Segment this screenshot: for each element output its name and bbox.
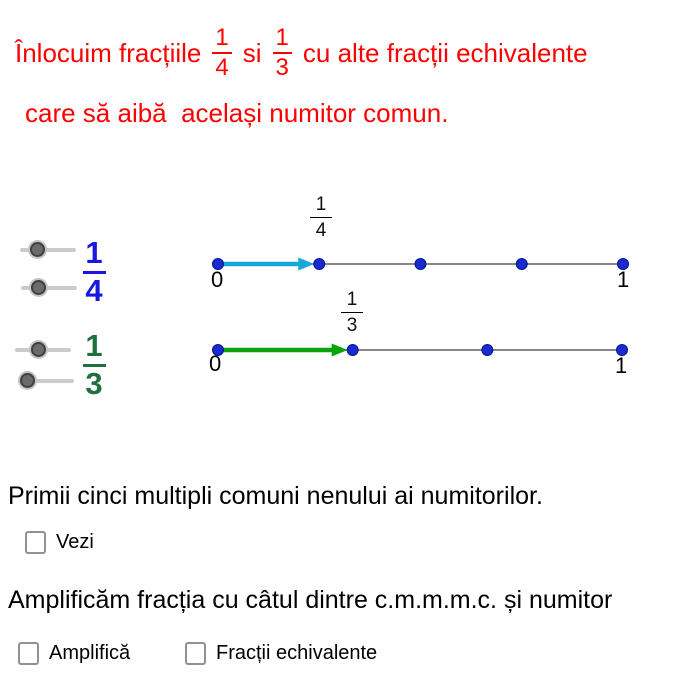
amplify-section-text: Amplificăm fracția cu câtul dintre c.m.m… xyxy=(8,586,613,614)
numberline-2-zero-label: 0 xyxy=(209,351,222,376)
slider-track[interactable] xyxy=(18,379,74,383)
title-fraction-1-4-numerator: 1 xyxy=(212,26,232,54)
fraction-1-4-denominator: 4 xyxy=(85,272,103,308)
slider-handle[interactable] xyxy=(28,240,47,259)
numberline-1-one-label: 1 xyxy=(617,267,630,292)
fraction-1-4-bar xyxy=(82,270,106,274)
fractii-echivalente-checkbox-row: Fracții echivalente xyxy=(185,642,377,665)
title-text-part1: Înlocuim fracțiile xyxy=(15,37,202,68)
fraction-1-4-numerator: 1 xyxy=(85,235,103,270)
numberline-thirds[interactable] xyxy=(200,330,640,370)
fraction-1-3-bar xyxy=(82,363,106,367)
slider-fourths-numerator[interactable] xyxy=(20,240,76,260)
slider-fourths-denominator[interactable] xyxy=(21,278,77,298)
title-fraction-1-3-numerator: 1 xyxy=(272,26,292,54)
multiples-section-text: Primii cinci multipli comuni nenului ai … xyxy=(8,482,543,510)
fraction-display-1-3: 1 3 xyxy=(76,328,112,401)
fractii-echivalente-checkbox-label: Fracții echivalente xyxy=(216,642,378,664)
title-fraction-1-4: 1 4 xyxy=(212,26,232,81)
title-fraction-1-3-denominator: 3 xyxy=(275,54,289,81)
numberline-2-point-label: 1 3 xyxy=(341,287,363,338)
fraction-display-1-4: 1 4 xyxy=(76,235,112,308)
slider-knob xyxy=(30,242,45,257)
slider-knob xyxy=(20,373,35,388)
numberline-2-point-label-numerator: 1 xyxy=(341,287,363,313)
numberline-2-point-label-denominator: 3 xyxy=(346,315,358,336)
fractii-echivalente-checkbox[interactable] xyxy=(185,642,206,665)
vezi-checkbox-label: Vezi xyxy=(56,531,94,553)
slider-track[interactable] xyxy=(20,248,76,252)
slider-thirds-numerator[interactable] xyxy=(15,340,71,360)
numberline-1-zero-label: 0 xyxy=(211,267,224,292)
vezi-checkbox-row: Vezi xyxy=(25,531,94,554)
amplifica-checkbox-row: Amplifică xyxy=(18,642,130,665)
title-line-1: Înlocuim fracțiile 1 4 si 1 3 cu alte fr… xyxy=(15,20,588,86)
title-fraction-1-4-denominator: 4 xyxy=(215,54,229,81)
numberline-1-point-label: 1 4 xyxy=(310,192,332,243)
numberline-2-one-label: 1 xyxy=(615,353,628,378)
slider-knob xyxy=(31,280,46,295)
fraction-1-3-numerator: 1 xyxy=(85,328,103,363)
slider-handle[interactable] xyxy=(29,278,48,297)
slider-track[interactable] xyxy=(21,286,77,290)
numberline-1-point-label-numerator: 1 xyxy=(310,192,332,218)
title-text-part2: si xyxy=(242,37,262,68)
title-fraction-1-3: 1 3 xyxy=(272,26,292,81)
title-text-part3: cu alte fracții echivalente xyxy=(302,37,588,68)
slider-knob xyxy=(31,342,46,357)
slider-handle[interactable] xyxy=(29,340,48,359)
vezi-checkbox[interactable] xyxy=(25,531,46,554)
title-line-2: care să aibă același numitor comun. xyxy=(25,98,449,128)
numberline-1-point-label-denominator: 4 xyxy=(315,220,327,241)
slider-handle[interactable] xyxy=(18,371,37,390)
slider-thirds-denominator[interactable] xyxy=(18,371,74,391)
fraction-1-3-denominator: 3 xyxy=(85,365,103,401)
amplifica-checkbox-label: Amplifică xyxy=(49,642,131,664)
amplifica-checkbox[interactable] xyxy=(18,642,39,665)
numberline-fourths[interactable] xyxy=(200,244,640,284)
